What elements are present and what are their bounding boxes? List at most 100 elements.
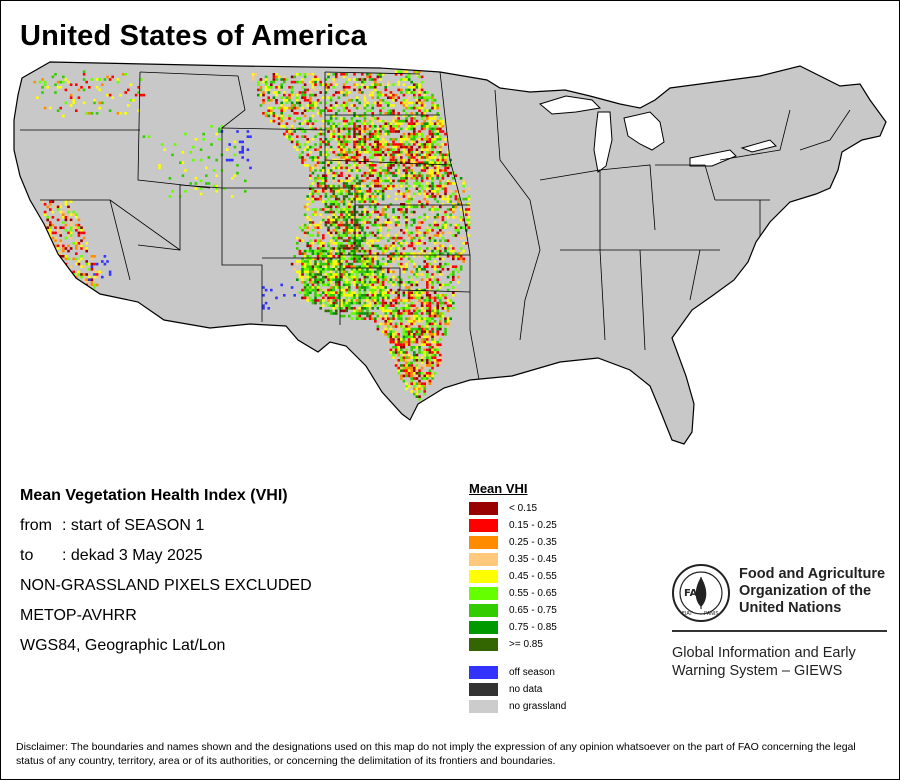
vhi-pixel <box>371 231 374 235</box>
vhi-pixel <box>420 338 424 341</box>
vhi-pixel <box>327 299 330 302</box>
vhi-pixel <box>322 169 325 172</box>
vhi-pixel <box>418 122 421 125</box>
vhi-pixel <box>56 247 60 250</box>
vhi-pixel <box>400 145 403 149</box>
vhi-pixel <box>366 148 369 151</box>
vhi-pixel <box>337 187 341 190</box>
vhi-pixel <box>337 210 341 214</box>
vhi-pixel <box>340 304 343 307</box>
vhi-pixel <box>353 275 356 279</box>
vhi-pixel <box>298 252 302 255</box>
vhi-pixel <box>348 91 351 94</box>
vhi-pixel <box>446 304 450 307</box>
vhi-pixel <box>355 218 359 222</box>
vhi-pixel <box>205 174 208 177</box>
vhi-pixel <box>389 179 393 183</box>
vhi-pixel <box>439 169 442 172</box>
vhi-pixel <box>413 210 416 214</box>
vhi-pixel <box>407 364 411 367</box>
vhi-pixel <box>316 223 320 227</box>
vhi-pixel <box>462 249 465 253</box>
vhi-pixel <box>405 218 408 222</box>
vhi-pixel <box>75 273 78 276</box>
vhi-pixel <box>446 252 450 255</box>
vhi-pixel <box>342 127 346 131</box>
vhi-pixel <box>355 299 359 302</box>
vhi-pixel <box>280 283 283 287</box>
vhi-pixel <box>199 158 203 162</box>
state-boundary-line <box>324 71 421 75</box>
vhi-pixel <box>324 78 328 81</box>
vhi-pixel <box>449 190 452 193</box>
vhi-pixel <box>441 119 445 123</box>
vhi-pixel <box>355 286 359 289</box>
vhi-pixel <box>454 255 458 258</box>
vhi-pixel <box>311 109 315 112</box>
vhi-pixel <box>433 242 437 245</box>
vhi-pixel <box>428 312 432 315</box>
vhi-pixel <box>309 239 312 242</box>
vhi-pixel <box>103 262 107 266</box>
vhi-pixel <box>462 182 465 185</box>
vhi-pixel <box>420 177 424 180</box>
vhi-pixel <box>322 200 325 203</box>
vhi-pixel <box>423 252 426 255</box>
vhi-pixel <box>332 114 335 118</box>
vhi-pixel <box>405 265 408 268</box>
vhi-pixel <box>381 208 385 211</box>
vhi-pixel <box>303 268 307 271</box>
vhi-pixel <box>309 177 312 180</box>
vhi-pixel <box>62 216 65 219</box>
vhi-pixel <box>358 268 361 271</box>
vhi-pixel <box>350 299 354 302</box>
vhi-pixel <box>358 286 361 289</box>
vhi-pixel <box>363 252 367 255</box>
vhi-pixel <box>397 255 400 258</box>
vhi-pixel <box>205 166 208 170</box>
vhi-pixel <box>371 200 374 203</box>
vhi-pixel <box>361 203 364 206</box>
vhi-pixel <box>108 109 112 112</box>
vhi-pixel <box>457 197 460 201</box>
vhi-pixel <box>280 104 283 107</box>
vhi-pixel <box>402 327 406 331</box>
vhi-pixel <box>303 223 307 227</box>
vhi-pixel <box>342 281 346 284</box>
vhi-pixel <box>426 96 429 99</box>
vhi-pixel <box>67 205 70 209</box>
vhi-pixel <box>337 291 341 294</box>
vhi-pixel <box>88 275 91 279</box>
vhi-pixel <box>415 291 419 294</box>
vhi-pixel <box>361 294 364 297</box>
vhi-pixel <box>384 278 387 281</box>
vhi-pixel <box>415 229 419 232</box>
vhi-pixel <box>381 247 385 250</box>
vhi-pixel <box>379 93 382 97</box>
vhi-pixel <box>436 169 439 172</box>
vhi-pixel <box>314 104 317 107</box>
vhi-pixel <box>387 281 390 284</box>
vhi-pixel <box>345 278 348 281</box>
vhi-pixel <box>316 239 320 242</box>
vhi-pixel <box>446 151 450 154</box>
vhi-pixel <box>329 223 333 227</box>
vhi-pixel <box>348 262 351 266</box>
vhi-pixel <box>345 210 348 214</box>
vhi-pixel <box>314 249 317 253</box>
vhi-pixel <box>327 127 330 131</box>
vhi-pixel <box>309 200 312 203</box>
vhi-pixel <box>332 80 335 84</box>
vhi-pixel <box>311 281 315 284</box>
vhi-pixel <box>316 234 320 237</box>
vhi-pixel <box>400 346 403 349</box>
vhi-pixel <box>368 161 372 164</box>
vhi-pixel <box>98 101 101 105</box>
vhi-pixel <box>329 257 333 261</box>
vhi-pixel <box>368 91 372 94</box>
vhi-pixel <box>311 234 315 237</box>
vhi-pixel <box>433 239 437 242</box>
vhi-pixel <box>387 169 390 172</box>
vhi-pixel <box>366 255 369 258</box>
vhi-pixel <box>296 99 299 102</box>
